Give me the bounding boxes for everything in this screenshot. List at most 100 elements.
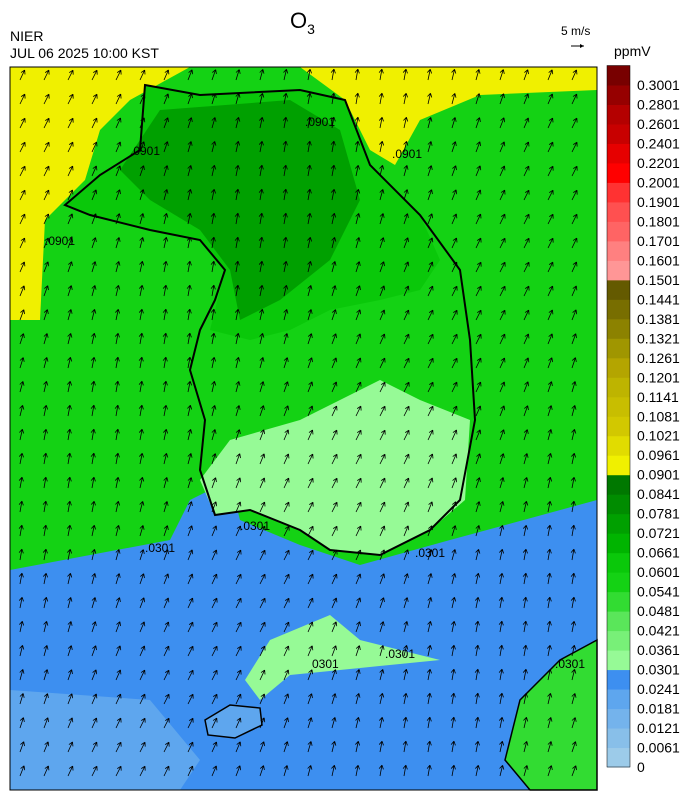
wind-arrow: [187, 453, 193, 465]
wind-arrow: [258, 260, 264, 273]
wind-arrow: [523, 477, 529, 489]
wind-arrow: [91, 69, 98, 81]
colorbar-tick-label: 0.1501: [637, 272, 680, 288]
wind-arrow: [307, 261, 313, 273]
colorbar-tick-label: 0.1441: [637, 291, 680, 307]
title-main: O: [290, 8, 307, 33]
wind-arrow: [331, 573, 338, 585]
colorbar-swatch: [607, 123, 630, 144]
wind-arrow: [43, 165, 50, 177]
wind-arrow: [331, 669, 337, 681]
wind-arrow: [354, 140, 360, 153]
wind-arrow: [187, 141, 193, 153]
wind-arrow: [403, 668, 409, 681]
wind-arrow: [91, 165, 98, 177]
wind-arrow: [403, 597, 409, 609]
wind-arrow: [139, 693, 146, 705]
colorbar-swatch: [607, 182, 630, 203]
wind-arrow: [283, 405, 290, 417]
low-ozone-sea: [10, 690, 200, 790]
wind-arrow: [283, 525, 290, 537]
wind-arrow: [307, 741, 313, 753]
wind-arrow: [403, 501, 410, 513]
wind-arrow: [211, 117, 217, 129]
wind-arrow: [42, 452, 48, 465]
wind-arrow: [187, 525, 193, 537]
wind-arrow: [306, 140, 312, 153]
colorbar-tick-label: 0.0961: [637, 447, 680, 463]
wind-arrow: [379, 525, 386, 537]
wind-arrow: [403, 477, 410, 489]
wind-arrow: [355, 501, 362, 513]
colorbar-tick-label: 0.0301: [637, 662, 680, 678]
wind-arrow: [499, 165, 506, 177]
wind-arrow: [187, 93, 193, 105]
wind-arrow: [331, 741, 337, 753]
wind-arrow: [43, 596, 49, 609]
wind-arrow: [331, 525, 338, 537]
wind-arrow: [522, 548, 528, 561]
wind-arrow: [67, 645, 73, 657]
wind-arrow: [570, 572, 576, 585]
wind-arrow: [115, 717, 122, 729]
wind-arrow: [378, 116, 384, 129]
wind-arrow: [355, 669, 361, 681]
colorbar-swatch: [607, 708, 630, 729]
wind-arrow: [331, 645, 337, 657]
wind-arrow: [498, 644, 504, 657]
wind-arrow: [210, 284, 216, 297]
colorbar-swatch: [607, 747, 630, 768]
wind-arrow: [547, 405, 553, 417]
wind-arrow: [235, 741, 242, 753]
wind-arrow: [546, 644, 552, 657]
wind-arrow: [43, 717, 49, 729]
wind-arrow: [67, 261, 73, 273]
wind-arrow: [259, 741, 265, 753]
wind-arrow: [139, 765, 146, 777]
wind-arrow: [571, 452, 577, 465]
wind-arrow: [139, 669, 146, 681]
wind-arrow: [331, 621, 338, 633]
wind-arrow: [91, 669, 98, 681]
wind-arrow: [283, 621, 290, 633]
wind-arrow: [43, 381, 49, 393]
wind-arrow: [379, 309, 386, 321]
wind-arrow: [355, 261, 361, 273]
wind-arrow: [379, 213, 385, 225]
wind-arrow: [67, 693, 74, 705]
wind-arrow: [90, 380, 96, 393]
wind-arrow: [547, 453, 553, 465]
wind-arrow: [163, 573, 170, 585]
wind-arrow: [163, 477, 169, 489]
wind-arrow: [331, 381, 338, 393]
wind-arrow: [163, 669, 170, 681]
wind-arrow: [163, 501, 169, 513]
wind-arrow: [307, 381, 314, 393]
wind-arrow: [235, 573, 242, 585]
wind-arrow: [547, 668, 553, 681]
wind-arrow: [355, 333, 362, 345]
wind-arrow: [139, 237, 145, 249]
wind-arrow: [571, 261, 578, 273]
contour-label: .0901: [130, 144, 160, 158]
wind-arrow: [379, 261, 385, 273]
colorbar-tick-label: 0.0361: [637, 642, 680, 658]
wind-arrow: [91, 332, 97, 345]
wind-arrow: [186, 236, 192, 249]
contour-label: .0901: [305, 115, 335, 129]
wind-arrow: [114, 428, 120, 441]
wind-arrow: [403, 285, 410, 297]
wind-arrow: [67, 309, 73, 321]
wind-arrow: [19, 93, 26, 105]
wind-arrow: [19, 117, 26, 129]
wind-arrow: [307, 333, 313, 345]
wind-arrow: [187, 429, 193, 441]
colorbar-tick-label: 0.1381: [637, 311, 680, 327]
wind-arrow: [475, 117, 481, 129]
wind-arrow: [43, 117, 50, 129]
wind-arrow: [403, 357, 410, 369]
wind-arrow: [379, 693, 385, 705]
wind-arrow: [211, 69, 217, 81]
wind-arrow: [427, 501, 434, 513]
wind-arrow: [331, 261, 337, 273]
